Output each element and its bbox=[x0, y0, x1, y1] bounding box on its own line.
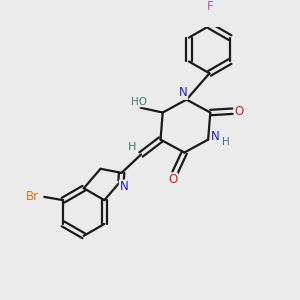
Text: H: H bbox=[222, 137, 230, 147]
Text: N: N bbox=[119, 180, 128, 193]
Text: O: O bbox=[168, 173, 177, 186]
Text: HO: HO bbox=[131, 97, 147, 107]
Text: N: N bbox=[179, 86, 188, 99]
Text: O: O bbox=[235, 105, 244, 118]
Text: N: N bbox=[211, 130, 220, 143]
Text: Br: Br bbox=[26, 190, 39, 203]
Text: F: F bbox=[207, 0, 214, 13]
Text: H: H bbox=[128, 142, 136, 152]
